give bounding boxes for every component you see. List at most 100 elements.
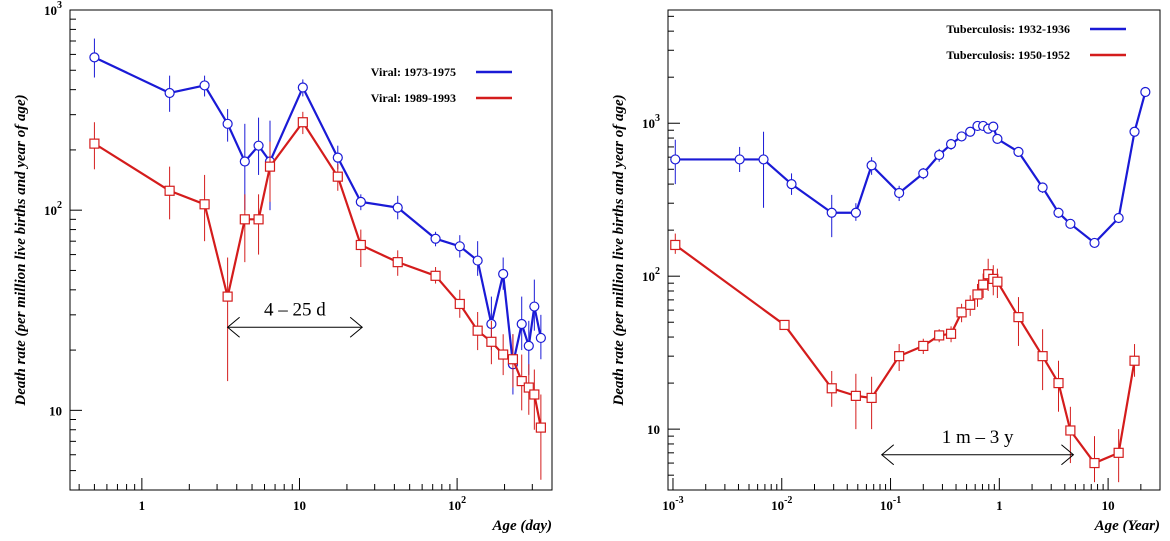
data-point xyxy=(918,168,929,179)
data-point xyxy=(523,340,534,351)
data-point xyxy=(355,239,366,251)
data-point xyxy=(253,214,264,225)
data-point xyxy=(866,392,877,404)
data-point xyxy=(1129,126,1140,137)
data-point xyxy=(430,233,441,244)
data-point xyxy=(1053,207,1064,218)
x-axis-title: Age (day) xyxy=(491,518,552,534)
data-point xyxy=(529,301,540,312)
data-point xyxy=(1089,237,1100,249)
data-point xyxy=(992,133,1003,144)
y-tick-label: 103 xyxy=(44,0,62,18)
data-point xyxy=(355,196,366,207)
data-point xyxy=(945,139,957,150)
y-tick-label: 102 xyxy=(642,266,660,284)
data-point xyxy=(454,298,465,310)
data-point xyxy=(826,383,837,394)
legend: Tuberculosis: 1932-1936 Tuberculosis: 195… xyxy=(946,22,1126,62)
data-point xyxy=(239,214,250,225)
data-point xyxy=(826,207,837,218)
series-line xyxy=(675,91,1147,245)
data-point xyxy=(498,268,509,280)
data-point xyxy=(222,291,233,302)
x-tick-label: 10 xyxy=(1102,498,1115,513)
data-point xyxy=(918,340,929,352)
x-tick-label: 10-2 xyxy=(771,495,792,513)
data-point xyxy=(89,138,100,149)
data-point xyxy=(1037,182,1048,193)
series-2 xyxy=(89,111,546,480)
data-point xyxy=(1089,457,1100,469)
x-axis-title: Age (Year) xyxy=(1094,518,1160,534)
data-point xyxy=(472,255,483,266)
data-point xyxy=(529,389,540,400)
data-point xyxy=(89,52,100,63)
data-point xyxy=(1065,218,1076,229)
data-point xyxy=(850,390,861,401)
data-point xyxy=(1037,351,1048,362)
y-axis: 10 102 103 xyxy=(642,15,680,491)
data-point xyxy=(1013,146,1024,157)
legend-label: Tuberculosis: 1932-1936 xyxy=(946,22,1070,36)
x-tick-label: 10-3 xyxy=(662,495,683,513)
data-point xyxy=(894,187,905,199)
data-point xyxy=(332,171,343,182)
data-point xyxy=(956,131,967,142)
annotation-arrowhead-left xyxy=(226,316,240,338)
data-point xyxy=(297,117,308,128)
data-point xyxy=(164,185,175,196)
x-axis: 10-3 10-2 10-1 1 10 xyxy=(662,478,1161,513)
data-point xyxy=(965,299,976,310)
plot-frame xyxy=(69,9,553,491)
data-point xyxy=(1113,212,1124,224)
data-point xyxy=(758,154,769,165)
data-point xyxy=(1013,312,1024,323)
data-point xyxy=(779,319,790,331)
data-point xyxy=(454,241,465,252)
annotation-label: 4 – 25 d xyxy=(264,299,326,320)
y-axis: 10 102 103 xyxy=(44,0,82,491)
legend-label: Viral: 1989-1993 xyxy=(371,91,456,105)
data-point xyxy=(523,382,534,393)
data-point xyxy=(988,121,999,132)
data-point xyxy=(786,179,797,190)
data-point xyxy=(1113,447,1124,458)
data-point xyxy=(507,354,519,365)
x-tick-label: 10-1 xyxy=(880,495,901,513)
data-point xyxy=(392,202,403,213)
data-point xyxy=(222,118,233,129)
data-point xyxy=(472,325,483,336)
data-point xyxy=(992,276,1003,287)
data-point xyxy=(297,82,308,93)
data-point xyxy=(264,161,276,172)
legend: Viral: 1973-1975 Viral: 1989-1993 xyxy=(371,65,512,105)
data-point xyxy=(253,140,264,151)
x-tick-label: 10 xyxy=(293,498,306,513)
data-point xyxy=(486,336,497,347)
data-point xyxy=(934,149,945,161)
annotation-arrowhead-left xyxy=(880,444,895,466)
data-point xyxy=(535,332,546,344)
x-tick-label: 1 xyxy=(139,498,146,513)
data-point xyxy=(1065,425,1076,436)
x-tick-label: 1 xyxy=(996,498,1003,513)
series-1 xyxy=(670,86,1151,249)
data-point xyxy=(670,239,681,251)
data-point xyxy=(516,375,527,387)
chart-panel-1: 1 10 102 10 102 103 Age (day) Death rate (per m… xyxy=(13,0,553,534)
data-point xyxy=(392,257,403,268)
legend-label: Viral: 1973-1975 xyxy=(371,65,456,79)
data-point xyxy=(965,126,976,137)
data-point xyxy=(498,349,509,360)
x-tick-label: 102 xyxy=(448,495,466,513)
data-point xyxy=(199,199,210,210)
data-point xyxy=(734,154,745,165)
data-point xyxy=(972,289,983,300)
data-point xyxy=(956,307,967,318)
y-axis-title: Death rate (per million live births and … xyxy=(611,94,627,406)
series-1 xyxy=(89,38,546,395)
data-point xyxy=(1140,86,1151,98)
data-point xyxy=(516,318,527,330)
y-tick-label: 10 xyxy=(49,403,62,418)
data-point xyxy=(978,279,989,290)
